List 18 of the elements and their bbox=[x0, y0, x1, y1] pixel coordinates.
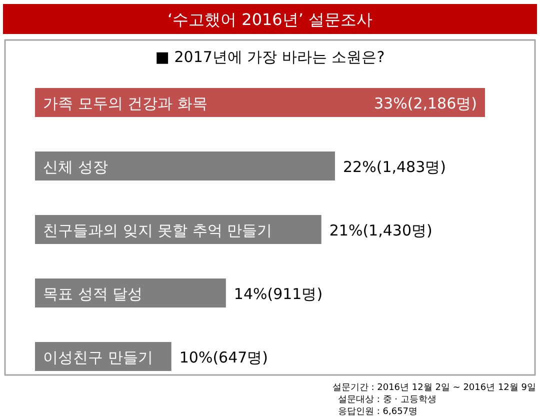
data-label: 14%(911명) bbox=[234, 285, 323, 303]
data-label: 33%(2,186명) bbox=[374, 94, 477, 112]
data-label: 21%(1,430명) bbox=[329, 222, 432, 240]
chart-subtitle: ■ 2017년에 가장 바라는 소원은? bbox=[155, 48, 385, 66]
annotation: 설문기간 : 2016년 12월 2일 ~ 2016년 12월 9일 bbox=[332, 383, 536, 393]
y-tick-label: 이성친구 만들기 bbox=[43, 348, 153, 366]
bar bbox=[35, 88, 485, 117]
y-tick-label: 신체 성장 bbox=[43, 158, 108, 176]
bar bbox=[35, 152, 335, 180]
y-tick-label: 가족 모두의 건강과 화목 bbox=[43, 94, 208, 112]
text: 응답인원 : 6,657명 bbox=[338, 407, 418, 417]
chart-title: ‘수고했어 2016년’ 설문조사 bbox=[167, 10, 373, 29]
data-label: 10%(647명) bbox=[179, 348, 268, 366]
text: 설문대상 : 중 · 고등학생 bbox=[338, 395, 436, 405]
data-label: 22%(1,483명) bbox=[343, 158, 446, 176]
bar bbox=[35, 278, 226, 308]
y-tick-label: 목표 성적 달성 bbox=[43, 285, 143, 303]
y-tick-label: 친구들과의 잊지 못할 추억 만들기 bbox=[43, 222, 272, 240]
